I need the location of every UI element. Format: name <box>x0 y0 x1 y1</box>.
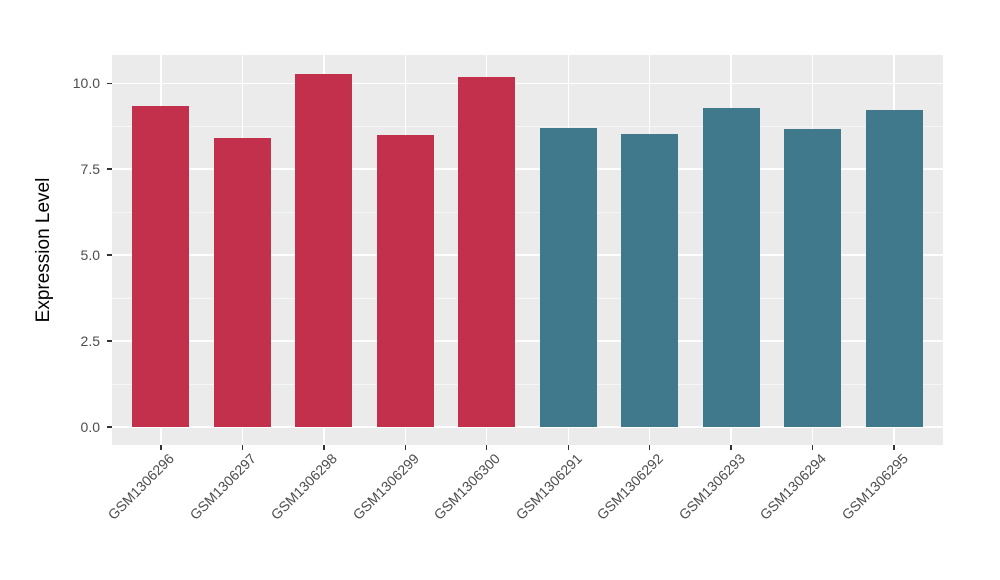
y-tick-label: 7.5 <box>80 161 100 178</box>
x-tick-mark <box>730 445 732 450</box>
x-tick-mark <box>486 445 488 450</box>
x-tick-mark <box>323 445 325 450</box>
x-tick-mark <box>160 445 162 450</box>
x-tick-mark <box>404 445 406 450</box>
x-tick-label: GSM1306295 <box>838 450 911 523</box>
x-tick-label: GSM1306298 <box>268 450 341 523</box>
x-tick-mark <box>567 445 569 450</box>
x-tick-label: GSM1306296 <box>105 450 178 523</box>
x-tick-label: GSM1306294 <box>756 450 830 523</box>
x-tick-mark <box>811 445 814 450</box>
x-tick-mark <box>893 445 895 450</box>
x-tick-label: GSM1306297 <box>186 450 259 523</box>
x-tick-mark <box>241 445 244 450</box>
y-tick-label: 2.5 <box>80 333 100 350</box>
plot-panel <box>112 55 943 445</box>
y-axis-title: Expression Level <box>33 177 54 323</box>
x-tick-label: GSM1306292 <box>593 450 667 523</box>
x-tick-label: GSM1306291 <box>512 450 585 523</box>
y-tick-label: 5.0 <box>80 247 100 264</box>
y-tick-label: 10.0 <box>72 75 100 92</box>
y-tick-label: 0.0 <box>80 419 100 436</box>
x-tick-label: GSM1306300 <box>430 450 504 523</box>
x-tick-label: GSM1306293 <box>675 450 748 523</box>
x-tick-mark <box>649 445 651 450</box>
x-tick-label: GSM1306299 <box>349 450 422 523</box>
